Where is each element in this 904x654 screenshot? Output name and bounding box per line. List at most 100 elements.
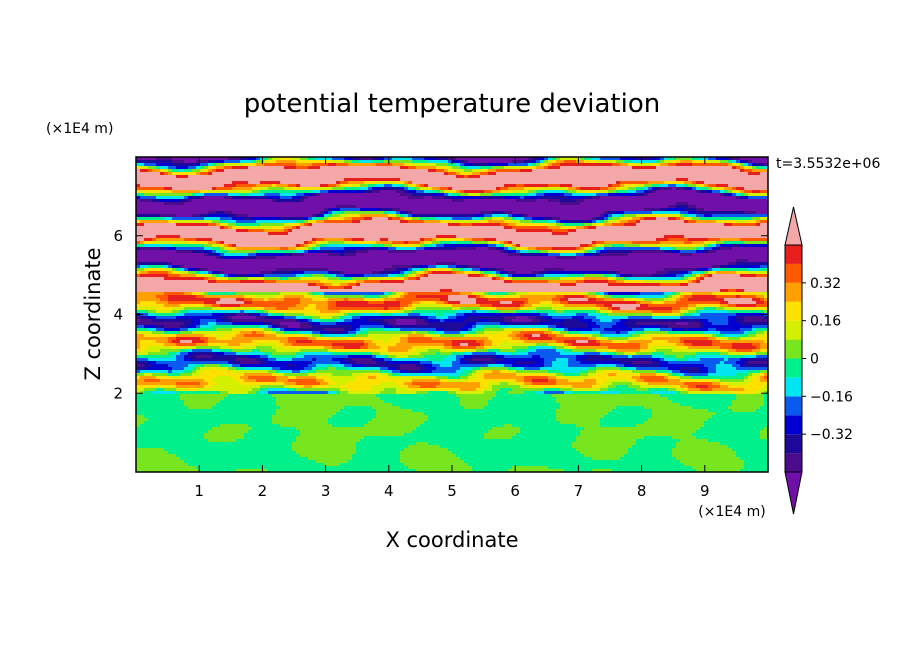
contour-cell: [652, 193, 657, 197]
contour-cell: [732, 178, 737, 182]
contour-cell: [704, 190, 709, 194]
contour-cell: [528, 193, 533, 197]
contour-cell: [172, 199, 177, 203]
contour-cell: [540, 193, 545, 197]
contour-cell: [396, 187, 401, 191]
contour-cell: [204, 160, 209, 164]
contour-cell: [372, 163, 377, 167]
contour-cell: [284, 187, 289, 191]
contour-cell: [580, 157, 585, 161]
contour-cell: [584, 157, 589, 161]
contour-cell: [456, 157, 461, 161]
contour-cell: [564, 172, 569, 176]
contour-cell: [164, 184, 169, 188]
contour-cell: [300, 157, 305, 161]
contour-cell: [200, 163, 205, 167]
contour-cell: [336, 181, 341, 185]
contour-cell: [364, 199, 369, 203]
contour-cell: [540, 190, 545, 194]
contour-cell: [532, 199, 537, 203]
contour-cell: [144, 175, 149, 179]
contour-cell: [364, 169, 369, 173]
contour-cell: [628, 187, 633, 191]
contour-cell: [720, 166, 725, 170]
contour-cell: [336, 172, 341, 176]
contour-cell: [216, 181, 221, 185]
contour-cell: [700, 190, 705, 194]
contour-cell: [608, 202, 613, 206]
contour-cell: [360, 166, 365, 170]
contour-cell: [256, 172, 261, 176]
contour-cell: [644, 187, 649, 191]
contour-cell: [432, 193, 437, 197]
contour-cell: [560, 196, 565, 200]
contour-cell: [288, 193, 293, 197]
contour-cell: [672, 178, 677, 182]
contour-cell: [356, 166, 361, 170]
contour-cell: [432, 181, 437, 185]
contour-cell: [752, 196, 757, 200]
contour-cell: [384, 181, 389, 185]
contour-cell: [760, 163, 765, 167]
contour-cell: [264, 175, 269, 179]
contour-cell: [528, 157, 533, 161]
contour-cell: [744, 184, 749, 188]
contour-cell: [180, 202, 185, 206]
contour-cell: [204, 202, 209, 206]
contour-cell: [708, 202, 713, 206]
contour-cell: [552, 187, 557, 191]
contour-cell: [736, 157, 741, 161]
contour-cell: [484, 184, 489, 188]
contour-cell: [280, 202, 285, 206]
contour-cell: [140, 193, 145, 197]
contour-cell: [484, 169, 489, 173]
contour-cell: [508, 169, 513, 173]
contour-cell: [424, 196, 429, 200]
contour-cell: [144, 166, 149, 170]
contour-cell: [236, 175, 241, 179]
contour-cell: [336, 202, 341, 206]
contour-cell: [520, 157, 525, 161]
contour-cell: [508, 193, 513, 197]
contour-cell: [208, 181, 213, 185]
contour-cell: [468, 193, 473, 197]
contour-cell: [380, 184, 385, 188]
contour-cell: [748, 184, 753, 188]
contour-cell: [376, 190, 381, 194]
contour-cell: [364, 184, 369, 188]
contour-cell: [604, 187, 609, 191]
contour-cell: [208, 196, 213, 200]
contour-cell: [192, 163, 197, 167]
contour-cell: [612, 181, 617, 185]
contour-cell: [220, 157, 225, 161]
contour-cell: [620, 190, 625, 194]
contour-cell: [372, 157, 377, 161]
contour-cell: [516, 175, 521, 179]
contour-cell: [508, 181, 513, 185]
contour-cell: [556, 199, 561, 203]
contour-cell: [284, 172, 289, 176]
contour-cell: [368, 202, 373, 206]
contour-cell: [664, 172, 669, 176]
contour-cell: [512, 166, 517, 170]
contour-cell: [160, 202, 165, 206]
contour-cell: [224, 169, 229, 173]
contour-cell: [712, 202, 717, 206]
contour-cell: [304, 190, 309, 194]
contour-cell: [416, 172, 421, 176]
contour-cell: [484, 172, 489, 176]
contour-cell: [668, 166, 673, 170]
contour-cell: [212, 172, 217, 176]
contour-cell: [144, 157, 149, 161]
contour-cell: [764, 175, 768, 179]
contour-cell: [732, 181, 737, 185]
contour-cell: [620, 163, 625, 167]
contour-cell: [572, 178, 577, 182]
contour-cell: [320, 181, 325, 185]
contour-cell: [220, 190, 225, 194]
contour-cell: [516, 202, 521, 206]
contour-cell: [612, 199, 617, 203]
contour-cell: [696, 172, 701, 176]
contour-cell: [680, 169, 685, 173]
contour-cell: [716, 169, 721, 173]
